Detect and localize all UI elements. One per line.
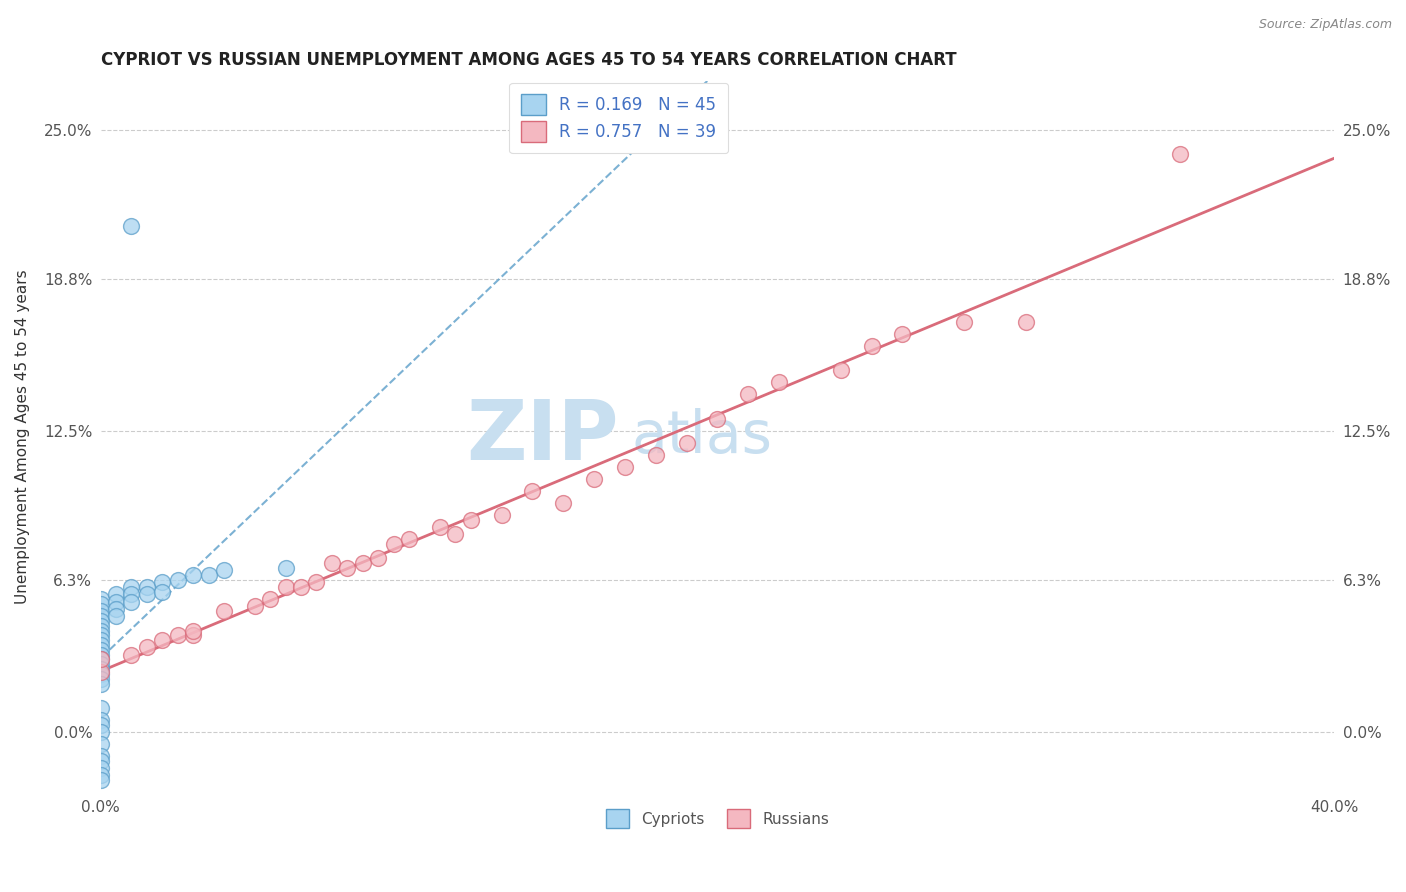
Point bbox=[90, 648, 112, 662]
Point bbox=[644, 448, 666, 462]
Text: Source: ZipAtlas.com: Source: ZipAtlas.com bbox=[1258, 18, 1392, 31]
Point bbox=[135, 640, 157, 655]
Point bbox=[90, 592, 112, 607]
Point bbox=[212, 563, 235, 577]
Point bbox=[90, 768, 112, 782]
Point bbox=[90, 665, 112, 679]
Point bbox=[105, 595, 128, 609]
Point bbox=[1015, 315, 1038, 329]
Point bbox=[120, 580, 142, 594]
Point bbox=[382, 537, 405, 551]
Point bbox=[675, 435, 697, 450]
Point bbox=[166, 628, 188, 642]
Point bbox=[90, 761, 112, 775]
Point bbox=[522, 483, 544, 498]
Y-axis label: Unemployment Among Ages 45 to 54 years: Unemployment Among Ages 45 to 54 years bbox=[15, 269, 30, 604]
Point bbox=[398, 532, 420, 546]
Point bbox=[90, 652, 112, 666]
Point bbox=[321, 556, 343, 570]
Point bbox=[90, 614, 112, 628]
Point bbox=[181, 568, 204, 582]
Point bbox=[90, 748, 112, 763]
Point bbox=[367, 551, 389, 566]
Point bbox=[891, 327, 914, 342]
Point bbox=[830, 363, 852, 377]
Point bbox=[90, 609, 112, 624]
Point bbox=[90, 700, 112, 714]
Point bbox=[135, 587, 157, 601]
Point bbox=[105, 587, 128, 601]
Point bbox=[274, 561, 297, 575]
Point bbox=[613, 459, 636, 474]
Point bbox=[274, 580, 297, 594]
Point bbox=[1168, 146, 1191, 161]
Point bbox=[105, 602, 128, 616]
Point bbox=[352, 556, 374, 570]
Point bbox=[429, 520, 451, 534]
Point bbox=[181, 624, 204, 638]
Point bbox=[90, 597, 112, 611]
Point bbox=[90, 643, 112, 657]
Point bbox=[90, 619, 112, 633]
Text: atlas: atlas bbox=[631, 409, 772, 465]
Point bbox=[197, 568, 219, 582]
Point bbox=[90, 657, 112, 672]
Point bbox=[90, 604, 112, 618]
Point bbox=[181, 628, 204, 642]
Point bbox=[706, 411, 728, 425]
Legend: Cypriots, Russians: Cypriots, Russians bbox=[599, 803, 835, 834]
Point bbox=[166, 573, 188, 587]
Point bbox=[120, 587, 142, 601]
Text: ZIP: ZIP bbox=[467, 396, 619, 477]
Point bbox=[290, 580, 312, 594]
Point bbox=[90, 713, 112, 727]
Point bbox=[553, 496, 575, 510]
Point bbox=[491, 508, 513, 522]
Point bbox=[583, 472, 606, 486]
Point bbox=[90, 628, 112, 642]
Point bbox=[90, 624, 112, 638]
Point bbox=[150, 575, 173, 590]
Point bbox=[768, 376, 790, 390]
Point bbox=[737, 387, 759, 401]
Point bbox=[90, 672, 112, 686]
Point bbox=[120, 648, 142, 662]
Point bbox=[90, 754, 112, 768]
Point bbox=[336, 561, 359, 575]
Point bbox=[243, 599, 266, 614]
Point bbox=[90, 724, 112, 739]
Point bbox=[90, 662, 112, 676]
Point bbox=[90, 638, 112, 652]
Point bbox=[90, 633, 112, 648]
Point bbox=[90, 737, 112, 751]
Point bbox=[444, 527, 467, 541]
Point bbox=[90, 667, 112, 681]
Point bbox=[90, 652, 112, 666]
Point bbox=[953, 315, 976, 329]
Point bbox=[90, 717, 112, 731]
Point bbox=[90, 772, 112, 787]
Text: CYPRIOT VS RUSSIAN UNEMPLOYMENT AMONG AGES 45 TO 54 YEARS CORRELATION CHART: CYPRIOT VS RUSSIAN UNEMPLOYMENT AMONG AG… bbox=[101, 51, 956, 69]
Point bbox=[150, 633, 173, 648]
Point bbox=[105, 609, 128, 624]
Point bbox=[860, 339, 883, 353]
Point bbox=[460, 513, 482, 527]
Point bbox=[150, 585, 173, 599]
Point bbox=[305, 575, 328, 590]
Point bbox=[259, 592, 281, 607]
Point bbox=[135, 580, 157, 594]
Point bbox=[90, 676, 112, 690]
Point bbox=[212, 604, 235, 618]
Point bbox=[120, 219, 142, 233]
Point bbox=[120, 595, 142, 609]
